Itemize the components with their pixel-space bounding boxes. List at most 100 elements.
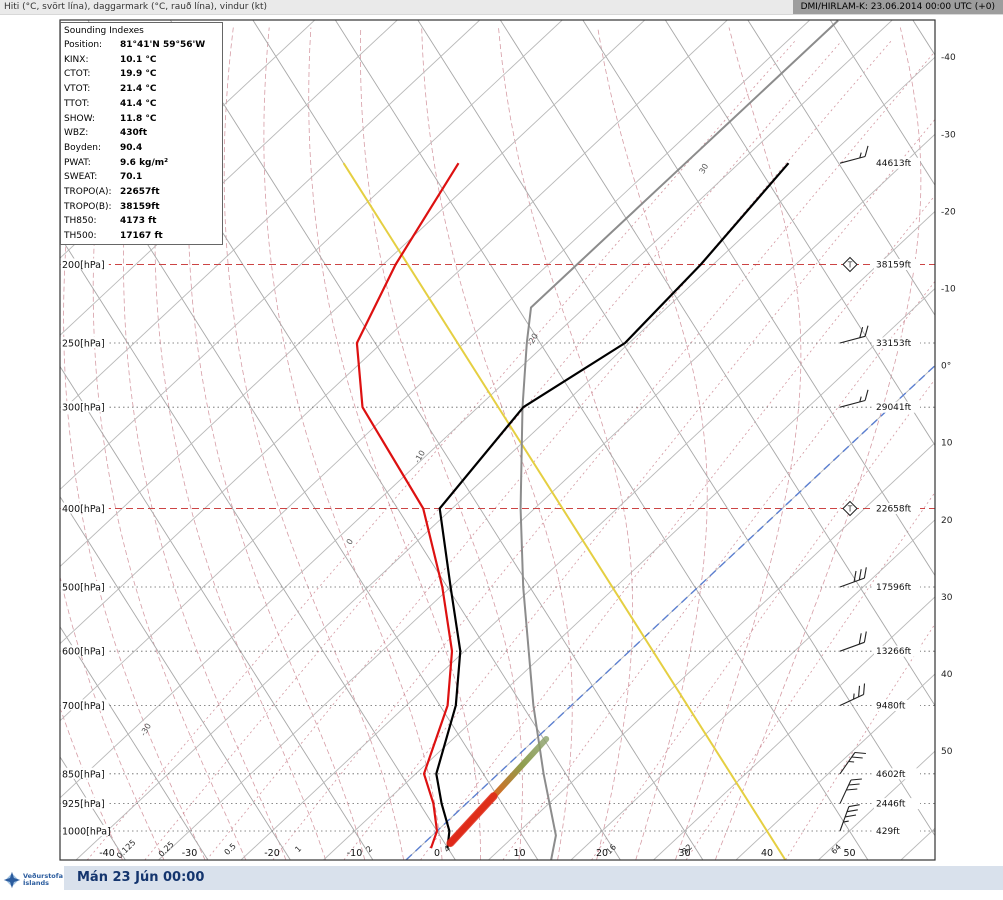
footer-date-strip: Mán 23 Jún 00:00	[64, 866, 1003, 890]
index-row: VTOT: 21.4 °C	[61, 82, 222, 97]
altitude-label: 13266ft	[876, 647, 912, 657]
temp-axis-label: 30	[678, 848, 690, 859]
pressure-label: 600[hPa]	[62, 647, 105, 658]
parcel-segment-core	[446, 792, 498, 848]
right-temp-labels: -40 -30 -20 -10 0° 10 20 30 40 50	[941, 53, 956, 757]
model-run-text: DMI/HIRLAM-K: 23.06.2014 00:00 UTC (+0)	[792, 0, 1003, 14]
index-row: TROPO(B): 38159ft	[61, 200, 222, 215]
index-value: 21.4 °C	[120, 84, 157, 95]
index-label: SHOW:	[64, 113, 95, 124]
index-row: TH850: 4173 ft	[61, 214, 222, 229]
index-label: KINX:	[64, 54, 89, 65]
isopleth-label: 0	[345, 537, 355, 546]
altitude-label: 33153ft	[876, 339, 912, 349]
temp-axis-label: 10	[513, 848, 525, 859]
temp-axis-label: -10	[347, 848, 363, 859]
index-value: 11.8 °C	[120, 113, 157, 124]
index-value: 41.4 °C	[120, 98, 157, 109]
right-temp-label: -30	[941, 130, 956, 140]
logo-star-icon	[3, 871, 21, 889]
temp-axis-label: 40	[761, 848, 773, 859]
pressure-axis-labels: 200[hPa] 250[hPa] 300[hPa] 400[hPa] 500[hPa]…	[60, 258, 111, 838]
pressure-label: 400[hPa]	[62, 504, 105, 515]
index-label: TROPO(A):	[64, 187, 112, 198]
pressure-label: 925[hPa]	[62, 799, 105, 810]
index-value: 9.6 kg/m²	[120, 157, 169, 168]
tropopause-marker-letter: T	[847, 260, 853, 269]
pressure-label: 300[hPa]	[62, 403, 105, 414]
sounding-indexes-box: Sounding Indexes Position: 81°41'N 59°56'…	[60, 22, 223, 245]
temp-axis-label: -20	[264, 848, 280, 859]
wind-barb	[839, 751, 866, 775]
wind-barb	[839, 804, 860, 832]
altitude-label: 29041ft	[876, 403, 912, 413]
right-temp-label: 40	[941, 670, 953, 680]
pressure-label: 850[hPa]	[62, 769, 105, 780]
pressure-label: 250[hPa]	[62, 339, 105, 350]
right-temp-label: 50	[941, 747, 953, 757]
wind-barb	[839, 389, 869, 408]
logo-text: Veðurstofa Íslands	[22, 871, 63, 888]
index-label: CTOT:	[64, 69, 91, 80]
pressure-label: 500[hPa]	[62, 583, 105, 594]
freezing-isotherm-line	[405, 364, 935, 860]
index-label: VTOT:	[64, 84, 91, 95]
pressure-label: 200[hPa]	[62, 260, 105, 271]
mixing-ratio-label: 2	[364, 844, 374, 854]
index-label: PWAT:	[64, 157, 91, 168]
logo-org-line1: Veðurstofa	[22, 871, 63, 880]
temp-axis-labels: -40 -30 -20 -10 0 10 20 30 40 50	[99, 848, 855, 859]
wind-barb	[839, 683, 866, 706]
index-row: KINX: 10.1 °C	[61, 53, 222, 68]
index-row: WBZ: 430ft	[61, 126, 222, 141]
altitude-label: 17596ft	[876, 583, 912, 593]
tropopause-marker-icon	[842, 500, 858, 517]
wind-barb	[839, 778, 862, 804]
altitude-label: 2446ft	[876, 800, 906, 810]
altitude-label: 44613ft	[876, 159, 912, 169]
chart-legend-text: Hiti (°C, svört lína), daggarmark (°C, r…	[4, 2, 268, 12]
right-temp-label: 0°	[941, 362, 951, 372]
right-temp-label: -10	[941, 285, 956, 295]
right-temp-label: 10	[941, 439, 953, 449]
index-row: TH500: 17167 ft	[61, 229, 222, 244]
right-temp-label: 20	[941, 516, 953, 526]
wind-barb	[839, 567, 867, 588]
sounding-indexes-title: Sounding Indexes	[64, 26, 144, 36]
index-row: Position: 81°41'N 59°56'W	[61, 38, 222, 53]
index-row: SHOW: 11.8 °C	[61, 112, 222, 127]
index-value: 70.1	[120, 172, 143, 183]
altitude-label: 9480ft	[876, 702, 906, 712]
wind-barb	[839, 325, 869, 344]
altitude-label: 38159ft	[876, 261, 912, 271]
index-value: 38159ft	[120, 201, 160, 212]
index-value: 22657ft	[120, 187, 160, 198]
chart-grid	[60, 20, 935, 860]
altitude-label: 429ft	[876, 827, 900, 837]
mixing-ratio-label: 4	[442, 844, 452, 854]
index-value: 430ft	[120, 128, 148, 139]
wind-column: 44613ft 38159ft T 33153ft 29041ft 22658ft T 175…	[839, 145, 920, 837]
temp-axis-label: -40	[99, 848, 115, 859]
wind-barb	[839, 631, 867, 652]
temp-axis-label: 50	[843, 848, 855, 859]
moist-adiabat-grid	[60, 27, 922, 860]
right-temp-label: 30	[941, 593, 953, 603]
isopleth-label: 30	[697, 162, 710, 175]
index-label: TH500:	[64, 231, 97, 242]
index-label: WBZ:	[64, 128, 89, 139]
dewpoint-curve	[355, 162, 460, 849]
index-row: TROPO(A): 22657ft	[61, 185, 222, 200]
right-temp-label: -20	[941, 207, 956, 217]
altitude-label: 22658ft	[876, 505, 912, 515]
temp-axis-label: 0	[434, 848, 440, 859]
sounding-indexes-rows: Position: 81°41'N 59°56'W KINX: 10.1 °C CTOT…	[61, 38, 222, 244]
index-value: 81°41'N 59°56'W	[120, 40, 206, 50]
footer-date: Mán 23 Jún 00:00	[77, 870, 205, 885]
reference-adiabat-line	[342, 162, 787, 860]
index-label: TH850:	[64, 216, 97, 227]
index-row: Boyden: 90.4	[61, 141, 222, 156]
pressure-label: 700[hPa]	[62, 701, 105, 712]
temp-axis-label: 20	[596, 848, 608, 859]
